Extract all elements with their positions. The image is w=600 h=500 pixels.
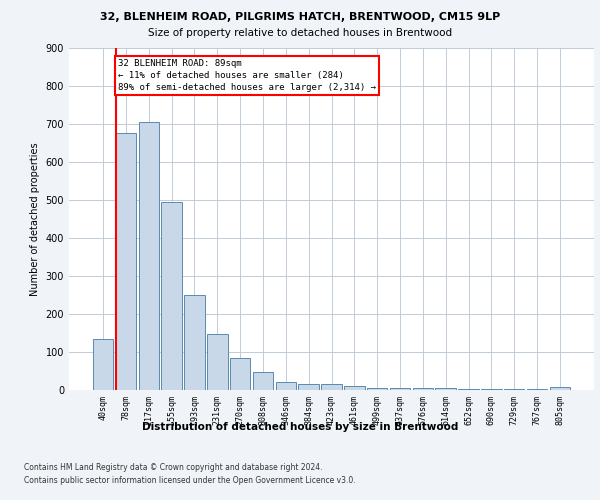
Bar: [161, 202, 182, 390]
Bar: [458, 389, 479, 390]
Bar: [298, 384, 319, 390]
Bar: [413, 388, 433, 390]
Text: Contains public sector information licensed under the Open Government Licence v3: Contains public sector information licen…: [24, 476, 356, 485]
Bar: [230, 358, 250, 390]
Text: 32, BLENHEIM ROAD, PILGRIMS HATCH, BRENTWOOD, CM15 9LP: 32, BLENHEIM ROAD, PILGRIMS HATCH, BRENT…: [100, 12, 500, 22]
Bar: [321, 384, 342, 390]
Y-axis label: Number of detached properties: Number of detached properties: [30, 142, 40, 296]
Bar: [550, 387, 570, 390]
Text: 32 BLENHEIM ROAD: 89sqm
← 11% of detached houses are smaller (284)
89% of semi-d: 32 BLENHEIM ROAD: 89sqm ← 11% of detache…: [118, 59, 376, 92]
Bar: [207, 334, 227, 390]
Bar: [344, 386, 365, 390]
Text: Distribution of detached houses by size in Brentwood: Distribution of detached houses by size …: [142, 422, 458, 432]
Text: Size of property relative to detached houses in Brentwood: Size of property relative to detached ho…: [148, 28, 452, 38]
Text: Contains HM Land Registry data © Crown copyright and database right 2024.: Contains HM Land Registry data © Crown c…: [24, 462, 323, 471]
Bar: [93, 340, 113, 390]
Bar: [390, 388, 410, 390]
Bar: [184, 295, 205, 390]
Bar: [527, 389, 547, 390]
Bar: [253, 372, 273, 390]
Bar: [367, 388, 388, 390]
Bar: [481, 389, 502, 390]
Bar: [116, 133, 136, 390]
Bar: [504, 389, 524, 390]
Bar: [275, 382, 296, 390]
Bar: [436, 388, 456, 390]
Bar: [139, 122, 159, 390]
